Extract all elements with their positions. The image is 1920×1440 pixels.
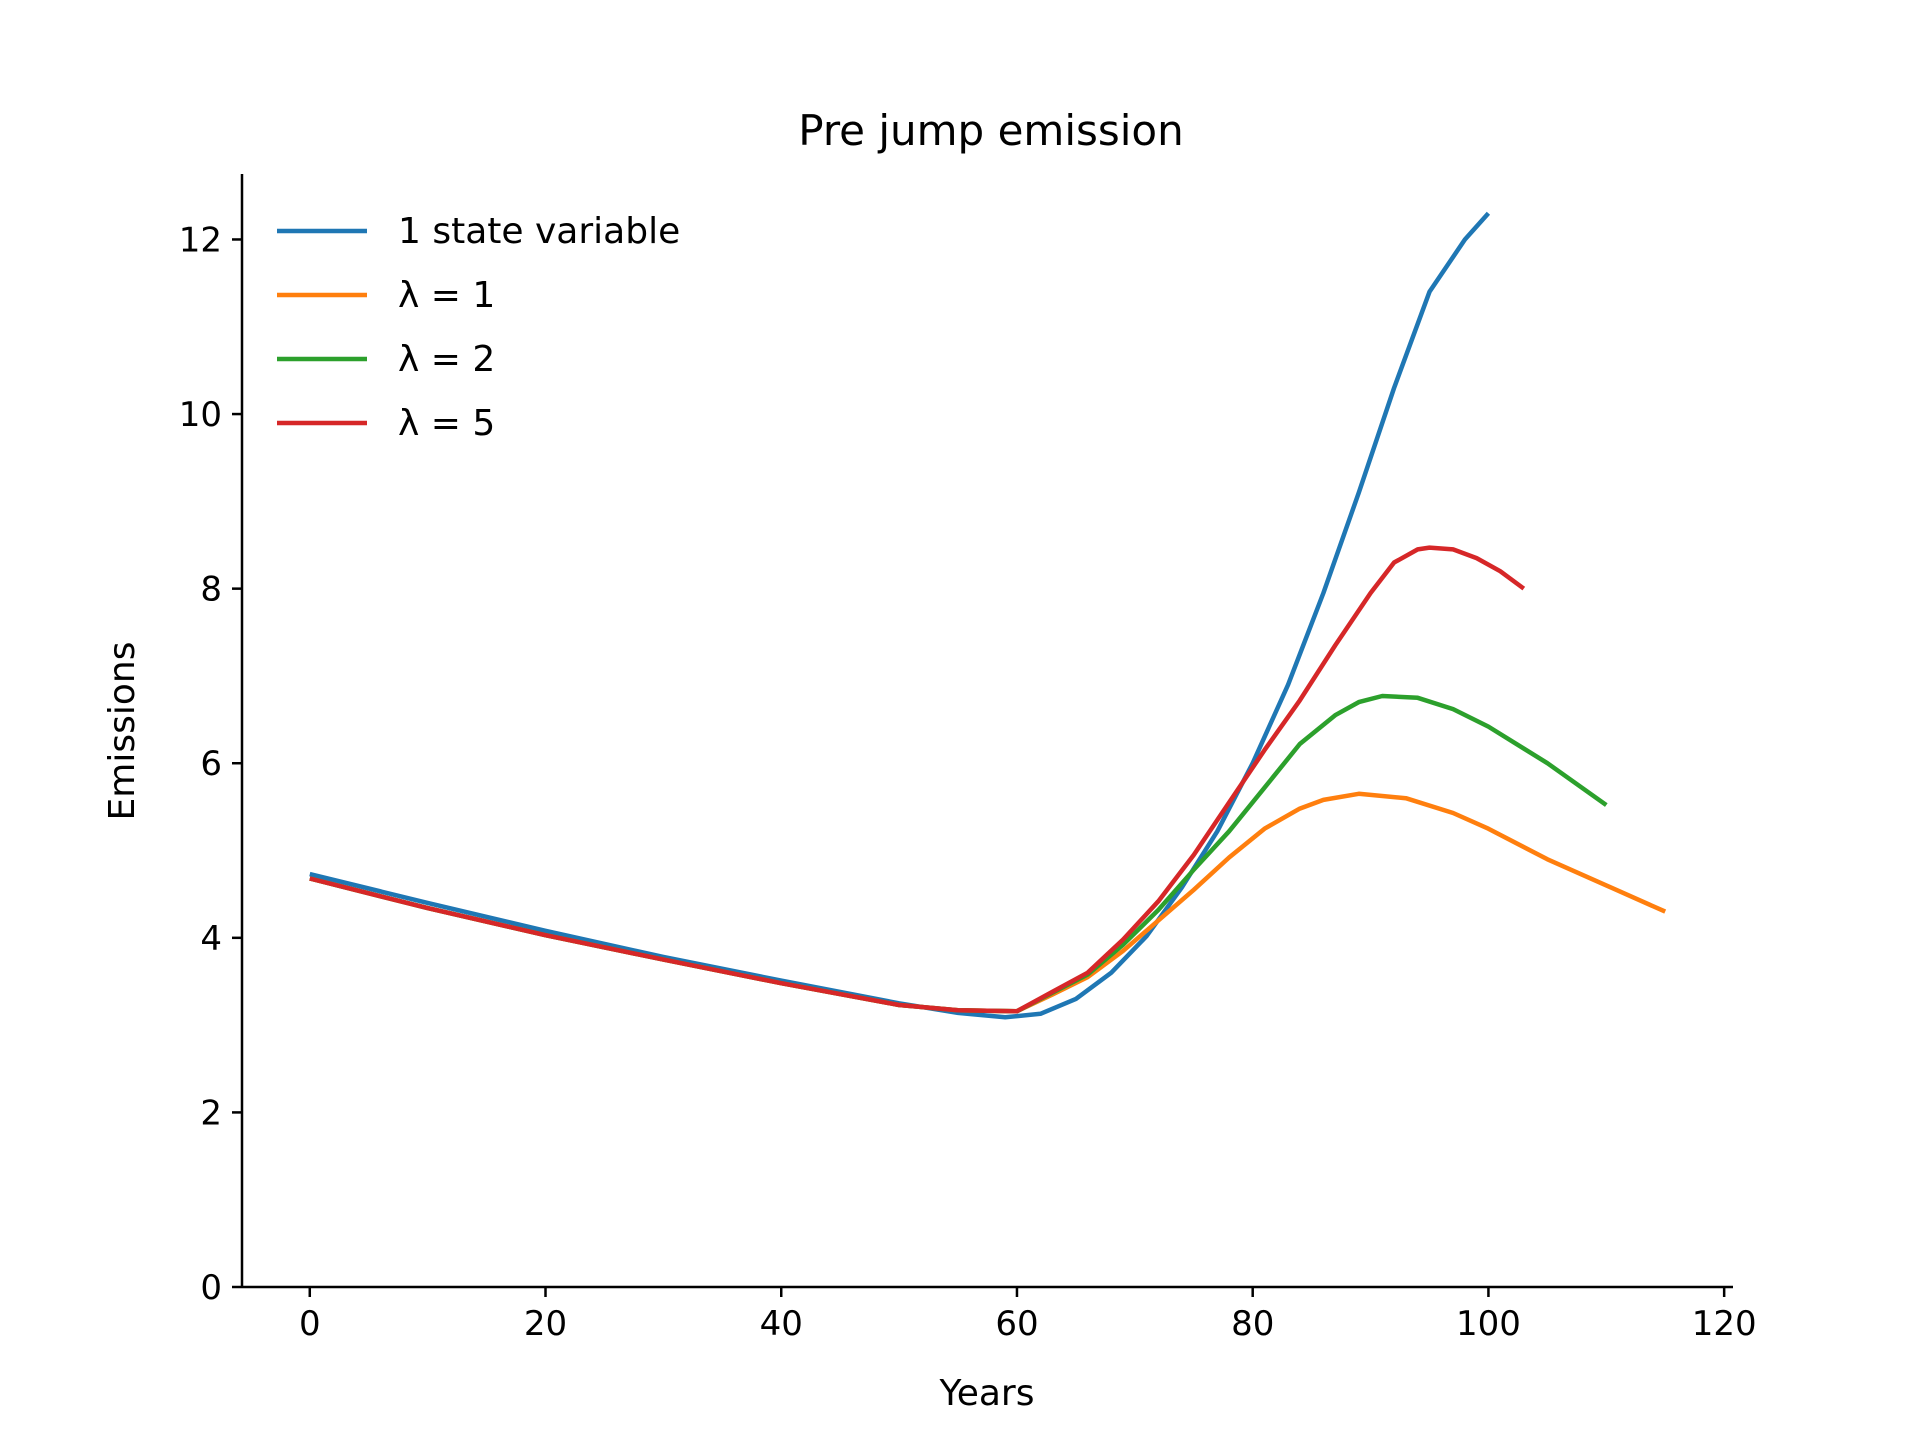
chart-title: Pre jump emission xyxy=(798,106,1184,155)
y-tick-label: 12 xyxy=(179,220,222,260)
x-tick-label: 0 xyxy=(299,1304,321,1344)
x-tick-label: 40 xyxy=(760,1304,803,1344)
y-tick-label: 8 xyxy=(200,570,222,610)
x-tick-label: 80 xyxy=(1231,1304,1274,1344)
y-tick-label: 4 xyxy=(200,919,222,959)
legend-label-1: 1 state variable xyxy=(398,211,680,252)
series-line-4 xyxy=(309,545,1526,1014)
x-tick-label: 20 xyxy=(524,1304,567,1344)
series-line-1 xyxy=(309,211,1491,1020)
y-axis-title: Emissions xyxy=(102,642,143,821)
x-tick-label: 60 xyxy=(995,1304,1038,1344)
series-layer xyxy=(309,211,1667,1020)
y-tick-label: 0 xyxy=(200,1268,222,1308)
x-axis-ticks: 0 20 40 60 80 100 120 xyxy=(299,1287,1757,1344)
x-axis-title: Years xyxy=(939,1373,1035,1414)
y-tick-label: 6 xyxy=(200,744,222,784)
legend-label-4: λ = 5 xyxy=(398,403,495,444)
legend-label-2: λ = 1 xyxy=(398,275,495,316)
legend: 1 state variable λ = 1 λ = 2 λ = 5 xyxy=(277,211,680,444)
x-tick-label: 100 xyxy=(1456,1304,1521,1344)
legend-label-3: λ = 2 xyxy=(398,339,495,380)
y-axis-ticks: 0 2 4 6 8 10 12 xyxy=(179,220,242,1308)
y-tick-label: 10 xyxy=(179,395,222,435)
x-tick-label: 120 xyxy=(1692,1304,1757,1344)
y-tick-label: 2 xyxy=(200,1093,222,1133)
